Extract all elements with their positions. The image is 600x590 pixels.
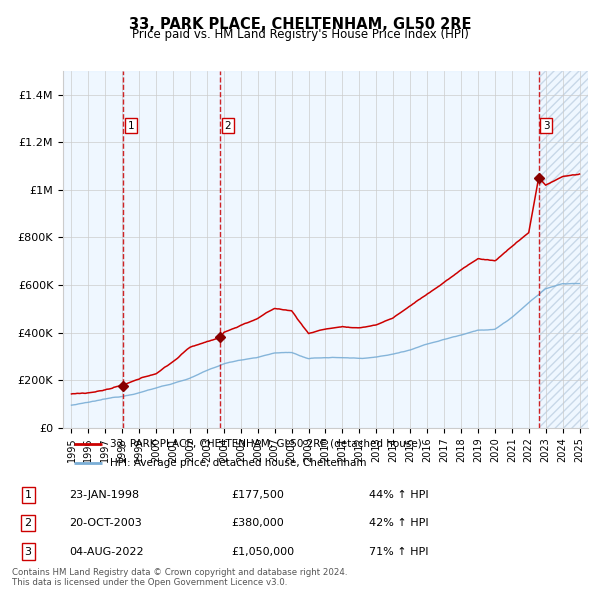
Text: Price paid vs. HM Land Registry's House Price Index (HPI): Price paid vs. HM Land Registry's House … <box>131 28 469 41</box>
Text: 3: 3 <box>25 546 32 556</box>
Text: 71% ↑ HPI: 71% ↑ HPI <box>369 546 428 556</box>
Text: 2: 2 <box>25 518 32 527</box>
Text: 20-OCT-2003: 20-OCT-2003 <box>70 518 142 527</box>
Text: £1,050,000: £1,050,000 <box>231 546 294 556</box>
Text: 44% ↑ HPI: 44% ↑ HPI <box>369 490 429 500</box>
Bar <box>539 71 588 428</box>
Bar <box>539 71 588 428</box>
Text: 3: 3 <box>543 120 550 130</box>
Text: 04-AUG-2022: 04-AUG-2022 <box>70 546 144 556</box>
Text: HPI: Average price, detached house, Cheltenham: HPI: Average price, detached house, Chel… <box>110 458 367 468</box>
Text: 33, PARK PLACE, CHELTENHAM, GL50 2RE: 33, PARK PLACE, CHELTENHAM, GL50 2RE <box>129 17 471 31</box>
Text: 42% ↑ HPI: 42% ↑ HPI <box>369 518 429 527</box>
Text: 1: 1 <box>128 120 134 130</box>
Text: 33, PARK PLACE, CHELTENHAM, GL50 2RE (detached house): 33, PARK PLACE, CHELTENHAM, GL50 2RE (de… <box>110 439 422 449</box>
Bar <box>63 71 124 428</box>
Text: £380,000: £380,000 <box>231 518 284 527</box>
Text: £177,500: £177,500 <box>231 490 284 500</box>
Bar <box>220 71 539 428</box>
Text: 2: 2 <box>225 120 232 130</box>
Text: Contains HM Land Registry data © Crown copyright and database right 2024.
This d: Contains HM Land Registry data © Crown c… <box>12 568 347 587</box>
Text: 23-JAN-1998: 23-JAN-1998 <box>70 490 140 500</box>
Text: 1: 1 <box>25 490 32 500</box>
Bar <box>124 71 220 428</box>
